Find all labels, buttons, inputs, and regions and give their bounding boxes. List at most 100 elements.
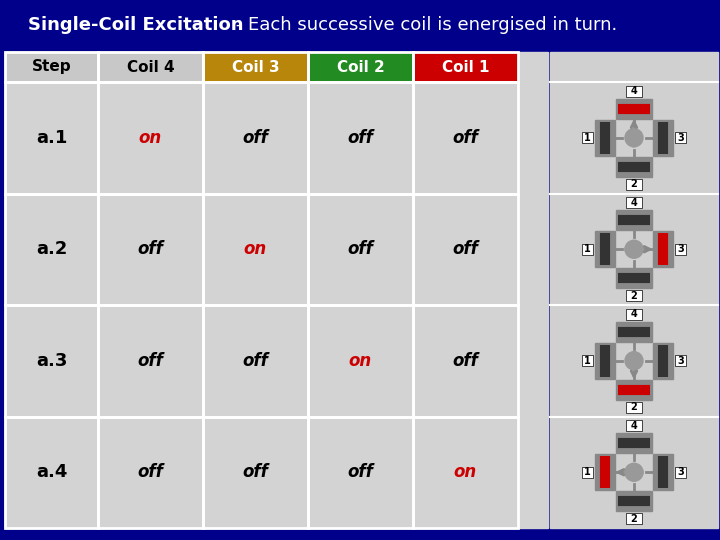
Text: off: off xyxy=(243,352,269,370)
Bar xyxy=(203,193,308,305)
Bar xyxy=(5,193,98,305)
Circle shape xyxy=(627,465,642,480)
Bar xyxy=(582,355,593,366)
Bar xyxy=(98,416,203,528)
Text: off: off xyxy=(348,129,374,147)
Bar xyxy=(5,52,98,82)
Text: off: off xyxy=(453,352,478,370)
Text: Coil 1: Coil 1 xyxy=(442,59,490,75)
Bar xyxy=(308,305,413,416)
Circle shape xyxy=(625,463,643,481)
Bar xyxy=(308,193,413,305)
Bar xyxy=(5,305,98,416)
Bar xyxy=(616,157,652,177)
Bar xyxy=(308,82,413,193)
Bar xyxy=(413,82,518,193)
Bar xyxy=(653,343,673,379)
Bar xyxy=(5,82,98,193)
Bar xyxy=(203,82,308,193)
Bar xyxy=(98,52,203,82)
Bar xyxy=(413,416,518,528)
Bar xyxy=(653,120,673,156)
Bar xyxy=(5,416,98,528)
Bar xyxy=(626,179,642,190)
Bar xyxy=(582,244,593,255)
Text: on: on xyxy=(244,240,267,258)
Bar xyxy=(413,52,518,82)
Text: 4: 4 xyxy=(631,198,637,208)
Bar xyxy=(626,86,642,97)
Text: off: off xyxy=(243,129,269,147)
Bar xyxy=(203,52,308,82)
Text: 1: 1 xyxy=(584,133,591,143)
Bar xyxy=(582,132,593,143)
Ellipse shape xyxy=(628,352,640,370)
Bar xyxy=(203,416,308,528)
Ellipse shape xyxy=(625,243,643,255)
Bar xyxy=(413,193,518,305)
Bar xyxy=(308,416,413,528)
Bar xyxy=(653,231,673,267)
Bar xyxy=(595,343,615,379)
Circle shape xyxy=(627,242,642,256)
Bar xyxy=(413,82,518,193)
Text: 4: 4 xyxy=(631,86,637,96)
Bar xyxy=(675,467,686,478)
Ellipse shape xyxy=(628,129,640,147)
Bar xyxy=(675,244,686,255)
Text: on: on xyxy=(454,463,477,481)
Text: a.1: a.1 xyxy=(36,129,67,147)
Text: off: off xyxy=(453,129,478,147)
Bar xyxy=(616,380,652,400)
Bar xyxy=(675,355,686,366)
Bar xyxy=(413,193,518,305)
Bar xyxy=(0,0,720,50)
Text: Single-Coil Excitation: Single-Coil Excitation xyxy=(28,16,243,34)
Bar xyxy=(308,193,413,305)
Text: 3: 3 xyxy=(677,244,684,254)
Bar xyxy=(550,52,718,528)
Bar xyxy=(5,416,98,528)
Bar xyxy=(203,416,308,528)
Text: off: off xyxy=(138,352,163,370)
Bar xyxy=(98,305,203,416)
Text: 1: 1 xyxy=(584,356,591,366)
Text: 3: 3 xyxy=(677,133,684,143)
Text: a.4: a.4 xyxy=(36,463,67,481)
Text: on: on xyxy=(139,129,162,147)
Bar xyxy=(616,322,652,342)
Bar xyxy=(98,305,203,416)
Text: Coil 2: Coil 2 xyxy=(337,59,384,75)
Circle shape xyxy=(625,240,643,258)
Text: - Each successive coil is energised in turn.: - Each successive coil is energised in t… xyxy=(230,16,617,34)
Text: off: off xyxy=(348,240,374,258)
Text: off: off xyxy=(453,240,478,258)
Bar xyxy=(98,52,203,82)
Text: 4: 4 xyxy=(631,421,637,431)
Circle shape xyxy=(627,131,642,145)
Bar xyxy=(5,82,98,193)
Circle shape xyxy=(625,352,643,370)
Bar xyxy=(413,305,518,416)
Text: 1: 1 xyxy=(584,244,591,254)
Bar xyxy=(616,99,652,119)
Bar xyxy=(626,420,642,431)
Text: Coil 3: Coil 3 xyxy=(232,59,279,75)
Text: 2: 2 xyxy=(631,402,637,412)
Text: 2: 2 xyxy=(631,514,637,524)
Bar xyxy=(308,305,413,416)
Text: 1: 1 xyxy=(584,467,591,477)
Bar xyxy=(675,132,686,143)
Circle shape xyxy=(625,129,643,147)
Text: a.3: a.3 xyxy=(36,352,67,370)
Text: a.2: a.2 xyxy=(36,240,67,258)
Text: 4: 4 xyxy=(631,309,637,319)
Bar xyxy=(5,193,98,305)
Bar xyxy=(626,197,642,208)
Bar xyxy=(5,305,98,416)
Text: 2: 2 xyxy=(631,179,637,189)
Bar xyxy=(203,82,308,193)
Bar xyxy=(616,210,652,230)
Bar xyxy=(626,291,642,301)
Bar xyxy=(203,193,308,305)
